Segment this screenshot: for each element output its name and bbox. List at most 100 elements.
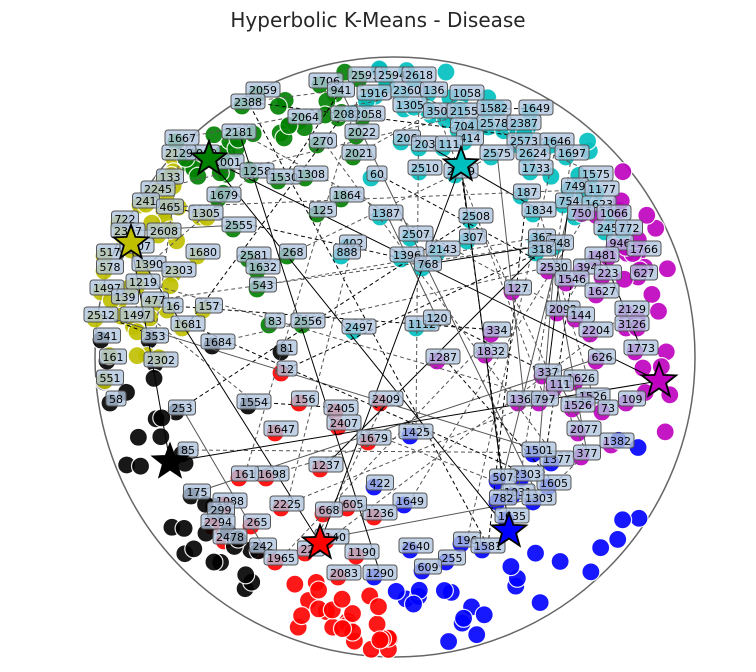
point-label: 255 xyxy=(438,549,466,566)
point-label-box xyxy=(362,504,398,521)
point-label-box xyxy=(291,390,319,407)
point-label-box xyxy=(630,264,658,281)
point-label: 136 xyxy=(420,81,448,98)
point-label-box xyxy=(93,327,121,344)
point-label-box xyxy=(177,441,199,458)
point-label-text: 1526 xyxy=(564,399,592,412)
centroid-star xyxy=(639,360,679,398)
point-label-text: 626 xyxy=(592,351,613,364)
data-point xyxy=(291,606,312,626)
point-label-text: 2405 xyxy=(327,402,355,415)
point-label-text: 1965 xyxy=(267,552,295,565)
point-label-text: 1058 xyxy=(453,87,481,100)
point-label: 73 xyxy=(597,399,619,416)
point-label-text: 2021 xyxy=(345,147,373,160)
point-label: 1681 xyxy=(170,315,206,332)
point-label-text: 2608 xyxy=(150,225,178,238)
point-label-box xyxy=(333,243,361,260)
point-label-text: 187 xyxy=(517,186,538,199)
point-label: 2556 xyxy=(290,312,326,329)
point-label: 187 xyxy=(513,183,541,200)
data-point xyxy=(436,62,456,82)
point-label-text: 241 xyxy=(136,195,157,208)
edge xyxy=(262,140,525,268)
point-label: 270 xyxy=(309,132,337,149)
point-label: 1396 xyxy=(389,246,425,263)
point-label-text: 1382 xyxy=(603,435,631,448)
point-label: 1698 xyxy=(254,465,290,482)
point-label-text: 797 xyxy=(535,393,556,406)
point-label-box xyxy=(170,315,206,332)
point-label-text: 136 xyxy=(424,84,445,97)
point-label-text: 1627 xyxy=(588,285,616,298)
point-label-box xyxy=(398,423,434,440)
point-label-text: 1177 xyxy=(588,183,616,196)
point-label: 578 xyxy=(96,258,124,275)
point-label-box xyxy=(143,351,179,368)
point-label: 1219 xyxy=(125,273,161,290)
point-label-text: 1773 xyxy=(627,342,655,355)
point-label-box xyxy=(414,558,442,575)
point-label-text: 270 xyxy=(313,135,334,148)
point-label-box xyxy=(341,318,377,335)
point-label-text: 175 xyxy=(187,486,208,499)
point-label-box xyxy=(293,165,329,182)
point-label: 1497 xyxy=(119,306,155,323)
point-label: 1387 xyxy=(368,204,404,221)
point-label-text: 350 xyxy=(427,105,448,118)
point-label: 1382 xyxy=(599,432,635,449)
point-label-text: 1501 xyxy=(525,444,553,457)
point-label: 1965 xyxy=(263,549,299,566)
point-label: 85 xyxy=(177,441,199,458)
point-label-text: 3126 xyxy=(618,318,646,331)
point-label-box xyxy=(249,276,277,293)
point-label-text: 161 xyxy=(235,468,256,481)
data-point xyxy=(525,543,546,563)
data-point xyxy=(332,589,352,609)
point-label-text: 1649 xyxy=(396,495,424,508)
point-label-box xyxy=(626,240,662,257)
point-label-text: 2618 xyxy=(405,69,433,82)
point-label: 111 xyxy=(546,375,574,392)
data-point xyxy=(342,603,363,624)
point-label-text: 223 xyxy=(598,267,619,280)
point-label-text: 334 xyxy=(487,324,508,337)
point-label-text: 1832 xyxy=(477,345,505,358)
point-label-box xyxy=(366,474,394,491)
point-label: 1649 xyxy=(392,492,428,509)
point-label-box xyxy=(623,339,659,356)
point-label-text: 1066 xyxy=(600,207,628,220)
point-label-text: 1582 xyxy=(480,102,508,115)
data-point xyxy=(655,422,675,442)
point-label: 1530 xyxy=(266,168,302,185)
point-label-box xyxy=(309,201,337,218)
point-label-text: 2294 xyxy=(204,516,232,529)
disk-boundary xyxy=(94,56,696,658)
point-label-box xyxy=(398,225,434,242)
point-label-box xyxy=(362,564,398,581)
point-label: 1627 xyxy=(584,282,620,299)
point-label-box xyxy=(438,549,466,566)
data-point xyxy=(637,205,657,225)
point-label-text: 543 xyxy=(253,279,274,292)
data-point xyxy=(613,162,633,182)
point-label-box xyxy=(330,105,358,122)
point-label-box xyxy=(473,342,509,359)
point-label-text: 2155 xyxy=(450,105,478,118)
point-label-box xyxy=(567,204,595,221)
point-label: 111 xyxy=(435,135,463,152)
point-label: 208 xyxy=(330,105,358,122)
point-label-text: 1698 xyxy=(258,468,286,481)
data-point xyxy=(151,427,171,447)
point-label: 2624 xyxy=(515,144,551,161)
point-label-text: 255 xyxy=(442,552,463,565)
point-label-text: 1425 xyxy=(402,426,430,439)
data-point xyxy=(581,562,601,582)
point-label-text: 157 xyxy=(199,300,220,313)
point-label-text: 1834 xyxy=(525,204,553,217)
point-label-text: 2143 xyxy=(429,243,457,256)
centroid-star xyxy=(189,138,229,176)
point-label: 1526 xyxy=(560,396,596,413)
